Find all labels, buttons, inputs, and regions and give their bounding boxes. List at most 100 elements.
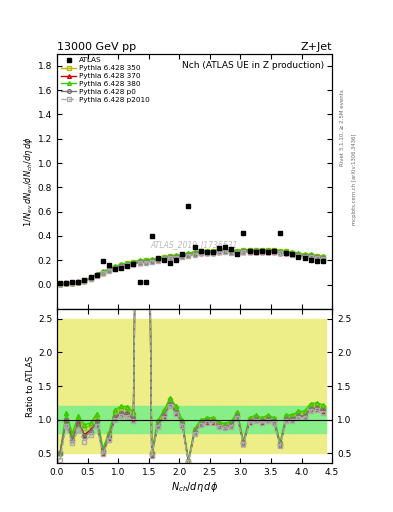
Pythia 6.428 p2010 xyxy=(88,276,93,282)
Pythia 6.428 p2010 xyxy=(266,249,270,255)
Pythia 6.428 350 xyxy=(76,279,81,285)
Pythia 6.428 380 xyxy=(125,260,130,266)
Pythia 6.428 350 xyxy=(302,252,307,258)
Pythia 6.428 p0 xyxy=(266,248,270,254)
Pythia 6.428 370 xyxy=(168,254,173,261)
Pythia 6.428 p2010 xyxy=(149,259,154,265)
Pythia 6.428 380 xyxy=(76,279,81,285)
Pythia 6.428 370 xyxy=(284,250,288,256)
ATLAS xyxy=(156,254,160,261)
Pythia 6.428 380 xyxy=(113,263,118,269)
Pythia 6.428 380 xyxy=(241,246,246,252)
Pythia 6.428 380 xyxy=(223,246,228,252)
Pythia 6.428 350 xyxy=(143,258,148,264)
Pythia 6.428 p2010 xyxy=(119,264,123,270)
ATLAS xyxy=(290,251,295,257)
Pythia 6.428 p2010 xyxy=(143,260,148,266)
Pythia 6.428 370 xyxy=(143,259,148,265)
Pythia 6.428 p0 xyxy=(82,278,87,284)
ATLAS xyxy=(113,266,118,272)
Pythia 6.428 p0 xyxy=(309,253,313,259)
Pythia 6.428 370 xyxy=(296,252,301,259)
Pythia 6.428 380 xyxy=(211,248,215,254)
Pythia 6.428 p0 xyxy=(113,265,118,271)
ATLAS xyxy=(101,259,105,265)
Pythia 6.428 370 xyxy=(186,252,191,259)
Pythia 6.428 p0 xyxy=(204,249,209,255)
Pythia 6.428 370 xyxy=(321,255,325,262)
Pythia 6.428 p2010 xyxy=(284,250,288,257)
Pythia 6.428 p2010 xyxy=(76,280,81,286)
Pythia 6.428 380 xyxy=(131,259,136,265)
Pythia 6.428 p2010 xyxy=(174,255,178,261)
Pythia 6.428 p0 xyxy=(198,249,203,255)
Pythia 6.428 350 xyxy=(314,253,319,260)
Pythia 6.428 350 xyxy=(296,251,301,257)
Pythia 6.428 350 xyxy=(284,248,288,254)
Pythia 6.428 p2010 xyxy=(64,281,68,287)
Pythia 6.428 p0 xyxy=(314,254,319,261)
Line: ATLAS: ATLAS xyxy=(58,203,325,286)
Pythia 6.428 p2010 xyxy=(162,257,166,263)
Pythia 6.428 p2010 xyxy=(223,249,228,255)
Pythia 6.428 350 xyxy=(64,280,68,286)
Text: Z+Jet: Z+Jet xyxy=(301,41,332,52)
Pythia 6.428 380 xyxy=(272,246,276,252)
Pythia 6.428 370 xyxy=(217,248,221,254)
Pythia 6.428 350 xyxy=(101,269,105,275)
Pythia 6.428 350 xyxy=(119,262,123,268)
Pythia 6.428 p2010 xyxy=(125,262,130,268)
ATLAS xyxy=(204,249,209,255)
Pythia 6.428 380 xyxy=(253,246,258,252)
Pythia 6.428 370 xyxy=(266,248,270,254)
ATLAS xyxy=(76,279,81,285)
ATLAS xyxy=(168,260,173,266)
ATLAS xyxy=(284,250,288,256)
ATLAS xyxy=(180,251,185,257)
Line: Pythia 6.428 350: Pythia 6.428 350 xyxy=(58,248,325,286)
Pythia 6.428 370 xyxy=(290,251,295,257)
Pythia 6.428 350 xyxy=(107,266,111,272)
ATLAS xyxy=(278,230,283,237)
Pythia 6.428 370 xyxy=(113,265,118,271)
Pythia 6.428 350 xyxy=(131,259,136,265)
ATLAS xyxy=(131,261,136,267)
Pythia 6.428 370 xyxy=(241,248,246,254)
Pythia 6.428 350 xyxy=(162,254,166,261)
ATLAS xyxy=(162,257,166,263)
Pythia 6.428 380 xyxy=(64,280,68,286)
Legend: ATLAS, Pythia 6.428 350, Pythia 6.428 370, Pythia 6.428 380, Pythia 6.428 p0, Py: ATLAS, Pythia 6.428 350, Pythia 6.428 37… xyxy=(59,56,152,104)
Pythia 6.428 p2010 xyxy=(241,249,246,255)
ATLAS xyxy=(174,257,178,263)
Pythia 6.428 p2010 xyxy=(278,250,283,257)
Pythia 6.428 p0 xyxy=(321,255,325,261)
Pythia 6.428 p0 xyxy=(192,251,197,257)
Pythia 6.428 p2010 xyxy=(302,254,307,260)
Pythia 6.428 p2010 xyxy=(211,250,215,257)
Pythia 6.428 370 xyxy=(204,250,209,256)
Pythia 6.428 p2010 xyxy=(107,268,111,274)
ATLAS xyxy=(314,259,319,265)
Pythia 6.428 p0 xyxy=(211,249,215,255)
Pythia 6.428 380 xyxy=(168,252,173,259)
Pythia 6.428 370 xyxy=(149,258,154,264)
ATLAS xyxy=(143,279,148,285)
ATLAS xyxy=(211,249,215,255)
Pythia 6.428 380 xyxy=(94,271,99,277)
Y-axis label: Ratio to ATLAS: Ratio to ATLAS xyxy=(26,355,35,417)
Pythia 6.428 380 xyxy=(143,257,148,263)
ATLAS xyxy=(125,263,130,269)
Pythia 6.428 370 xyxy=(180,253,185,260)
Pythia 6.428 370 xyxy=(174,254,178,261)
Pythia 6.428 370 xyxy=(302,253,307,260)
Pythia 6.428 380 xyxy=(314,252,319,259)
Pythia 6.428 380 xyxy=(259,246,264,252)
Pythia 6.428 350 xyxy=(247,247,252,253)
Pythia 6.428 350 xyxy=(70,280,75,286)
Pythia 6.428 p0 xyxy=(58,281,62,287)
Pythia 6.428 p0 xyxy=(119,263,123,269)
ATLAS xyxy=(247,247,252,253)
Pythia 6.428 p0 xyxy=(162,255,166,262)
Pythia 6.428 350 xyxy=(217,247,221,253)
Pythia 6.428 p2010 xyxy=(131,261,136,267)
